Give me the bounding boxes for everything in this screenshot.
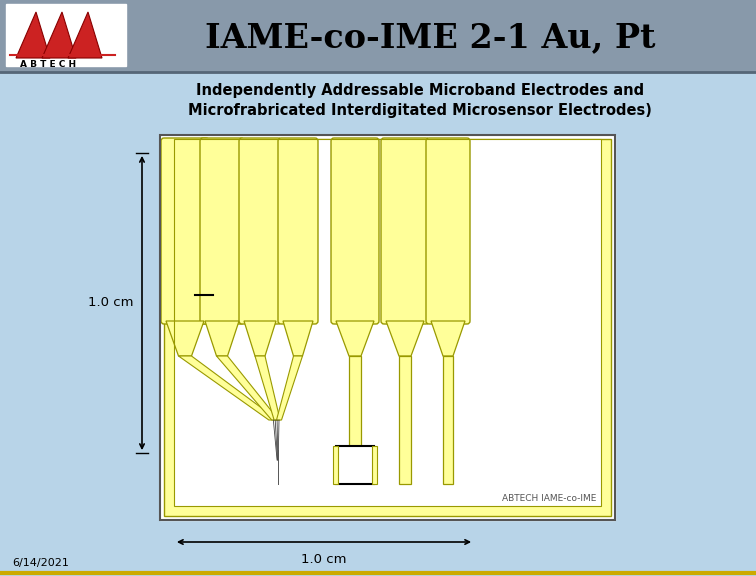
FancyBboxPatch shape [381, 138, 429, 324]
FancyBboxPatch shape [426, 138, 470, 324]
Bar [349, 356, 361, 446]
Polygon shape [336, 321, 374, 356]
Polygon shape [16, 12, 50, 58]
Polygon shape [255, 356, 280, 420]
Polygon shape [244, 321, 276, 356]
Bar [443, 356, 453, 484]
Polygon shape [42, 12, 76, 58]
FancyBboxPatch shape [200, 138, 244, 324]
Text: A B T E C H: A B T E C H [20, 60, 76, 69]
Polygon shape [277, 356, 302, 420]
Bar [399, 356, 411, 484]
Bar [174, 139, 601, 506]
Bar [372, 446, 377, 484]
Polygon shape [216, 356, 279, 420]
Bar [333, 446, 338, 484]
Polygon shape [283, 321, 313, 356]
Bar [6, 4, 126, 66]
Bar [174, 139, 601, 506]
Text: Microfrabricated Interdigitated Microsensor Electrodes): Microfrabricated Interdigitated Microsen… [188, 103, 652, 118]
FancyBboxPatch shape [161, 138, 209, 324]
Text: IAME-co-IME 2-1 Au, Pt: IAME-co-IME 2-1 Au, Pt [205, 21, 655, 55]
Text: ABTECH IAME-co-IME: ABTECH IAME-co-IME [502, 494, 596, 503]
Polygon shape [205, 321, 239, 356]
FancyBboxPatch shape [278, 138, 318, 324]
Polygon shape [178, 356, 278, 420]
Text: 6/14/2021: 6/14/2021 [12, 558, 69, 568]
Polygon shape [68, 12, 102, 58]
Bar [160, 135, 615, 520]
Text: Independently Addressable Microband Electrodes and: Independently Addressable Microband Elec… [196, 82, 644, 97]
Text: 1.0 cm: 1.0 cm [301, 553, 347, 566]
Bar [164, 139, 611, 516]
Polygon shape [166, 321, 204, 356]
Polygon shape [431, 321, 465, 356]
FancyBboxPatch shape [239, 138, 281, 324]
Bar [160, 135, 615, 520]
Polygon shape [386, 321, 424, 356]
Bar [0, 0, 756, 72]
Text: 1.0 cm: 1.0 cm [88, 297, 134, 309]
Bar [336, 446, 374, 484]
FancyBboxPatch shape [331, 138, 379, 324]
